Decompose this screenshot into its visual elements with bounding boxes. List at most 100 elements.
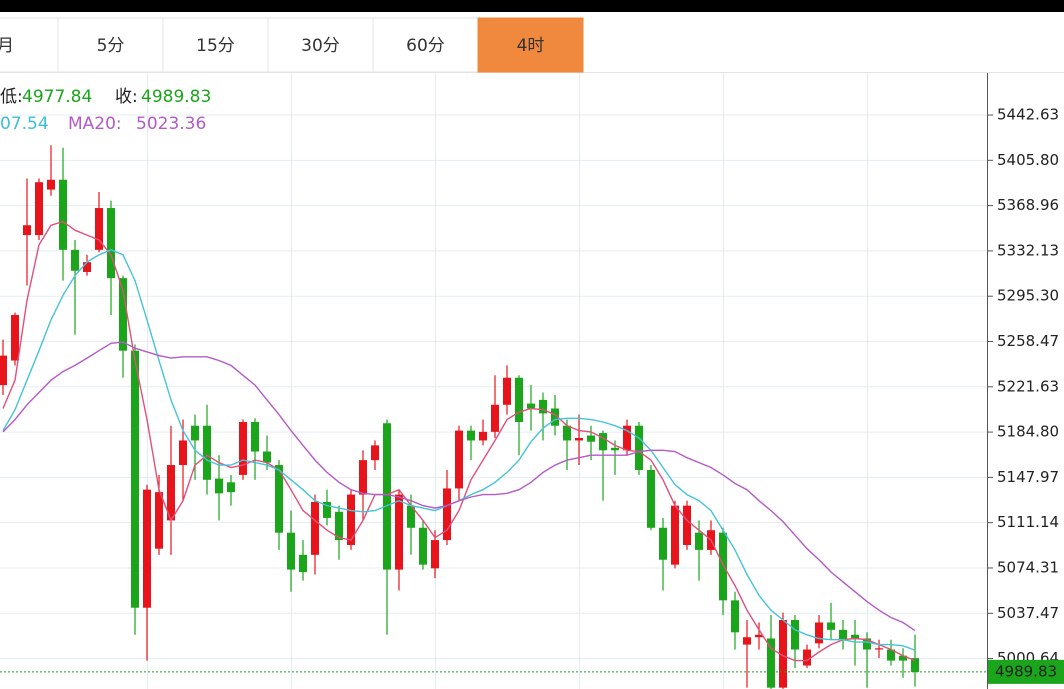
low-label: 低: [0,87,23,107]
candle-body [11,315,19,361]
y-tick-label: 5405.80 [997,151,1059,169]
candle-body [299,554,307,573]
low-value: 4977.84 [22,87,92,107]
candle-body [719,532,727,601]
candle-body [851,634,859,639]
candle-body [287,532,295,570]
candle-body [83,262,91,272]
candle-body [731,600,739,633]
candle-body [803,649,811,666]
tab-bg[interactable] [162,17,269,73]
close-label: 收: [115,87,138,107]
candle-body [863,638,871,650]
candle-body [47,179,55,190]
candle-body [779,620,787,688]
ma20-label: MA20: [68,114,122,134]
tab-bg[interactable] [0,17,59,73]
candle-body [767,638,775,688]
candle-body [179,440,187,466]
candle-body [479,431,487,441]
candle-body [407,505,415,528]
y-tick-label: 5368.96 [997,196,1059,214]
ma-line [2,341,916,632]
candle-body [167,465,175,521]
candle-body [563,425,571,441]
tab-label[interactable]: 60分 [406,36,445,56]
plot [0,145,987,689]
tab-bg[interactable] [57,17,164,73]
candle-body [887,649,895,661]
ma20-value: 5023.36 [136,114,206,134]
y-tick-label: 5111.14 [997,513,1059,531]
candle-body [539,399,547,414]
y-tick-label: 5037.47 [997,604,1059,622]
tab-label[interactable]: 30分 [301,36,340,56]
candle-body [911,658,919,672]
ma10-value: 07.54 [0,114,49,134]
candle-body [95,208,103,250]
candle-body [203,425,211,480]
candle-body [143,489,151,608]
grid: 5442.63 5405.80 5368.96 5332.13 5295.30 5258.… [0,73,1059,689]
tab-label[interactable]: 4时 [517,36,545,56]
ma-line [2,220,916,662]
candle-body [395,494,403,570]
candle-body [155,492,163,549]
candle-body [239,422,247,475]
candle-body [323,501,331,518]
candle-body [575,438,583,441]
candle-body [0,355,7,386]
candle-body [455,430,463,489]
candle-body [23,225,31,236]
y-tick-label: 5332.13 [997,241,1059,259]
candle-body [647,469,655,528]
candle-body [791,620,799,650]
candle-body [515,377,523,423]
candle-body [491,404,499,432]
tab-label[interactable]: 月 [0,36,14,56]
close-value: 4989.83 [141,87,211,107]
candle-body [359,460,367,495]
candle-body [71,249,79,271]
tab-bg[interactable] [372,17,479,73]
y-tick-label: 5074.31 [997,558,1059,576]
candle-body [59,179,67,250]
candle-body [119,278,127,351]
y-tick-label: 5147.97 [997,468,1059,486]
candle-body [503,377,511,405]
candle-body [443,488,451,541]
candle-body [875,648,883,650]
top-bar [0,0,1064,12]
y-tick-label: 5258.47 [997,332,1059,350]
tab-label[interactable]: 5分 [97,36,125,56]
y-tick-label: 5295.30 [997,287,1059,305]
candle-body [431,540,439,569]
candle-body [671,505,679,565]
candle-body [215,478,223,494]
candle-body [107,208,115,279]
candle-body [623,425,631,451]
candle-body [191,425,199,441]
candle-body [335,511,343,541]
candle-body [599,433,607,451]
candle-body [815,622,823,644]
candle-body [131,350,139,608]
candle-body [527,403,535,409]
tab-label[interactable]: 15分 [196,36,235,56]
y-tick-label: 5184.80 [997,423,1059,441]
candle-body [611,447,619,451]
candle-body [419,527,427,565]
y-tick-label: 5442.63 [997,106,1059,124]
candle-body [743,637,751,645]
last-price-label: 4989.83 [995,662,1057,680]
tab-bg[interactable] [477,17,584,73]
candle-body [839,629,847,640]
candle-body [311,501,319,555]
candle-body [659,527,667,560]
candle-body [227,482,235,493]
candle-body [383,423,391,570]
tab-bg[interactable] [267,17,374,73]
candle-body [263,451,271,463]
